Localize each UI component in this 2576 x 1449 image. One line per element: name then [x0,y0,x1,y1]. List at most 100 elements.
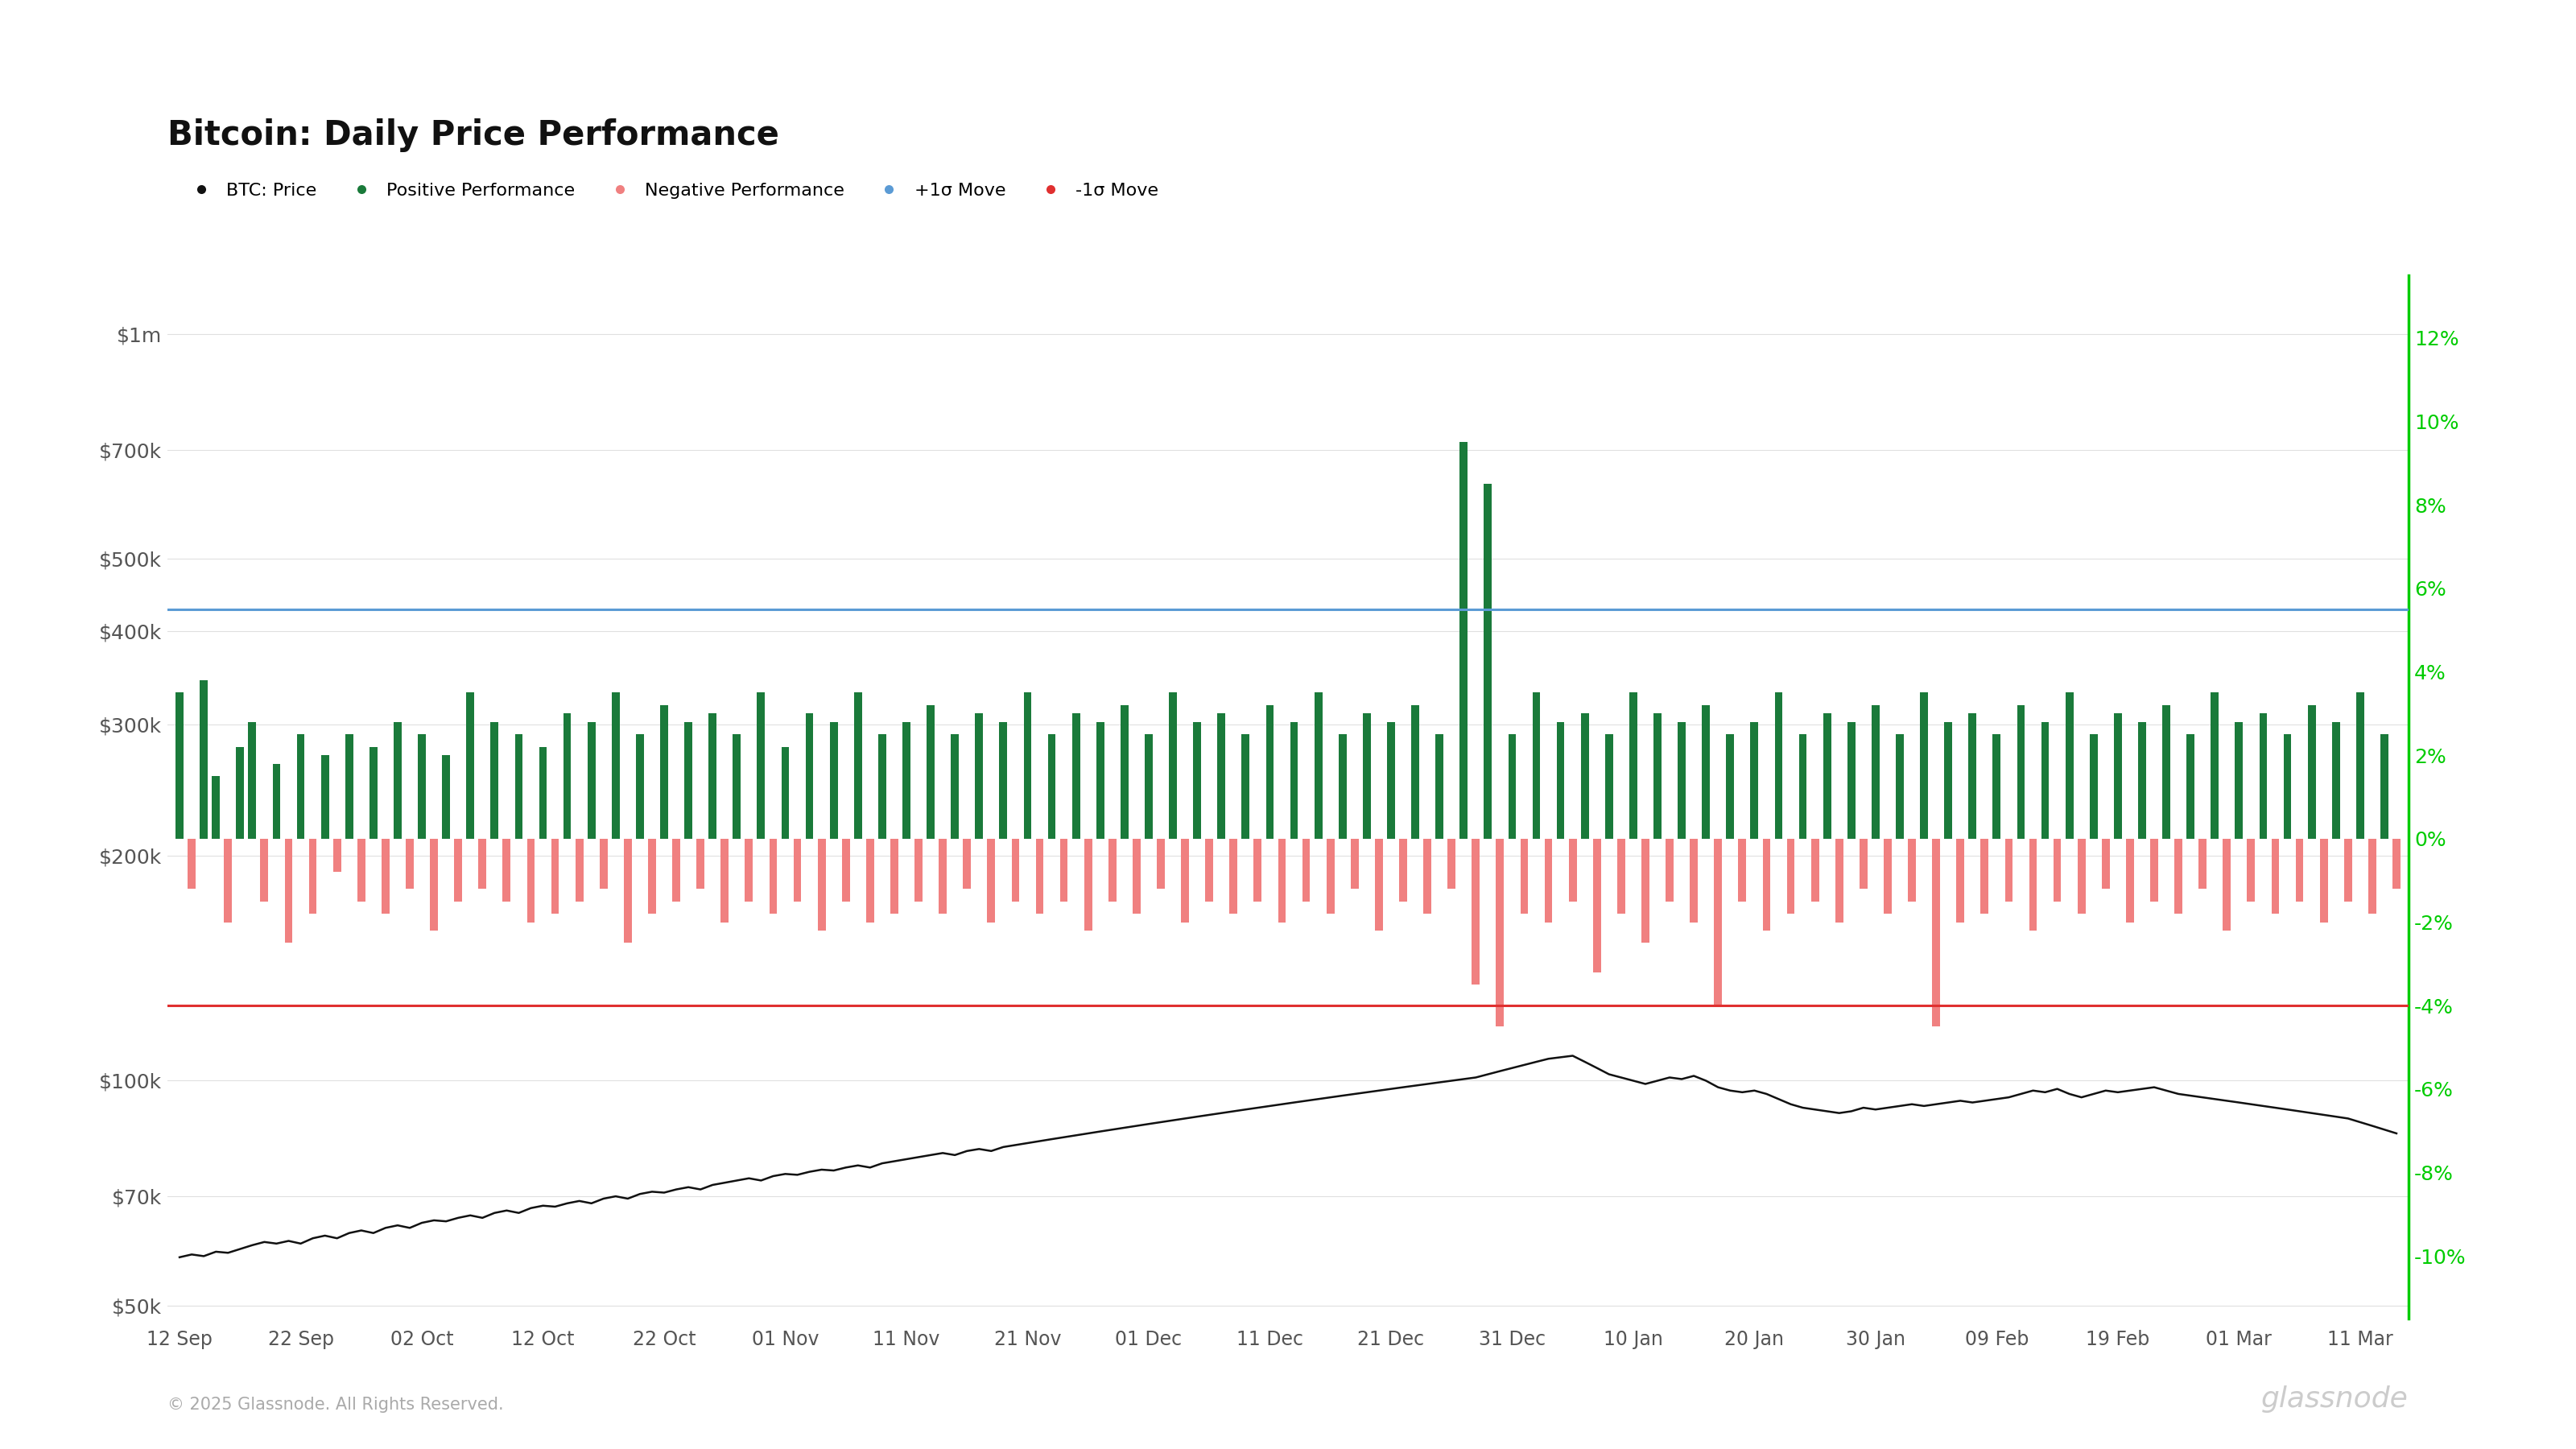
Bar [2344,839,2352,901]
Bar [1242,735,1249,839]
Bar [1811,839,1819,901]
Bar [1206,839,1213,901]
Bar [515,735,523,839]
Bar [247,722,255,839]
Bar [296,735,304,839]
Bar [611,693,621,839]
Bar [1133,839,1141,914]
Bar [987,839,994,922]
Bar [1520,839,1528,914]
Bar [2030,839,2038,930]
Bar [1376,839,1383,930]
Bar [1533,693,1540,839]
Bar [842,839,850,901]
Bar [237,746,245,839]
Bar [793,839,801,901]
Bar [528,839,536,922]
Bar [1713,839,1721,1006]
Bar [1726,735,1734,839]
Bar [2357,693,2365,839]
Bar [1471,839,1479,985]
Bar [2393,839,2401,888]
Bar [211,777,219,839]
Bar [368,746,376,839]
Bar [1667,839,1674,901]
Bar [1084,839,1092,930]
Bar [1762,839,1770,930]
Bar [1461,442,1468,839]
Bar [1108,839,1115,901]
Bar [1775,693,1783,839]
Bar [1350,839,1358,888]
Bar [2380,735,2388,839]
Bar [2066,693,2074,839]
Bar [1412,706,1419,839]
Bar [672,839,680,901]
Bar [332,839,340,872]
Bar [1654,713,1662,839]
Bar [1582,713,1589,839]
Bar [175,693,183,839]
Bar [1703,706,1710,839]
Bar [1059,839,1069,901]
Bar [2151,839,2159,901]
Bar [1690,839,1698,922]
Bar [659,706,667,839]
Bar [2272,839,2280,914]
Bar [224,839,232,922]
Bar [2223,839,2231,930]
Bar [1399,839,1406,901]
Text: Bitcoin: Daily Price Performance: Bitcoin: Daily Price Performance [167,119,778,152]
Bar [806,713,814,839]
Bar [1012,839,1020,901]
Bar [2089,735,2097,839]
Text: © 2025 Glassnode. All Rights Reserved.: © 2025 Glassnode. All Rights Reserved. [167,1397,505,1413]
Bar [1314,693,1321,839]
Bar [1180,839,1190,922]
Bar [479,839,487,888]
Bar [1569,839,1577,901]
Bar [1628,693,1638,839]
Bar [1255,839,1262,901]
Bar [1218,713,1226,839]
Bar [1157,839,1164,888]
Bar [2076,839,2087,914]
Bar [744,839,752,901]
Bar [273,764,281,839]
Bar [770,839,778,914]
Bar [1265,706,1273,839]
Bar [564,713,572,839]
Bar [538,746,546,839]
Bar [999,722,1007,839]
Bar [489,722,500,839]
Bar [443,755,451,839]
Bar [2321,839,2329,922]
Bar [721,839,729,922]
Bar [1955,839,1965,922]
Bar [855,693,863,839]
Bar [2259,713,2267,839]
Bar [1144,735,1151,839]
Bar [1896,735,1904,839]
Bar [2200,839,2208,888]
Bar [453,839,461,901]
Bar [2040,722,2048,839]
Bar [878,735,886,839]
Bar [2236,722,2244,839]
Bar [1546,839,1553,922]
Bar [732,735,742,839]
Bar [260,839,268,901]
Bar [1909,839,1917,901]
Bar [1121,706,1128,839]
Bar [2125,839,2133,922]
Bar [1278,839,1285,922]
Bar [201,680,209,839]
Bar [1435,735,1443,839]
Bar [2295,839,2303,901]
Bar [1847,722,1855,839]
Bar [1618,839,1625,914]
Bar [345,735,353,839]
Bar [1824,713,1832,839]
Bar [2331,722,2339,839]
Bar [1994,735,2002,839]
